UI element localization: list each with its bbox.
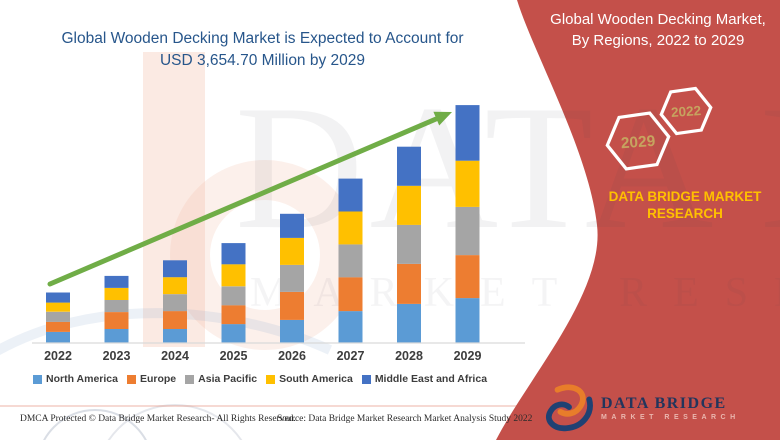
- legend-item-south-america: South America: [266, 373, 353, 385]
- legend-swatch: [126, 374, 136, 384]
- bar-segment-2022-asia-pacific: [46, 311, 70, 322]
- legend-label: South America: [279, 373, 353, 385]
- footer-divider-line: [0, 405, 532, 407]
- watermark-circle-large: [107, 404, 243, 440]
- bar-segment-2023-asia-pacific: [104, 300, 129, 312]
- legend-label: Europe: [139, 373, 177, 385]
- legend-swatch: [185, 374, 195, 384]
- legend-item-north-america: North America: [33, 373, 118, 385]
- footer-copyright: DMCA Protected © Data Bridge Market Rese…: [20, 414, 296, 424]
- bar-segment-2026-asia-pacific: [280, 264, 304, 292]
- x-axis-label-2026: 2026: [278, 349, 306, 363]
- hexagon-2022: [659, 86, 713, 136]
- x-axis-label-2025: 2025: [219, 349, 248, 363]
- legend-label: Asia Pacific: [198, 373, 258, 385]
- bar-segment-2023-middle-east-and-africa: [104, 275, 129, 288]
- chart-legend: North America Europe Asia Pacific South Ame…: [33, 373, 533, 385]
- chart-title: Global Wooden Decking Market is Expected…: [0, 28, 525, 72]
- bar-segment-2028-asia-pacific: [397, 224, 421, 264]
- bar-segment-2024-south-america: [163, 277, 187, 295]
- banner-heading: Global Wooden Decking Market, By Regions…: [538, 9, 778, 51]
- brand-wordmark: DATA BRIDGE MARKET RESEARCH: [585, 188, 780, 222]
- x-axis-label-2029: 2029: [453, 349, 482, 363]
- bar-segment-2026-north-america: [280, 319, 304, 343]
- bar-segment-2022-south-america: [46, 302, 70, 312]
- brand-wordmark-line1: DATA BRIDGE MARKET: [608, 189, 762, 204]
- bar-segment-2027-south-america: [338, 211, 363, 245]
- bar-segment-2023-south-america: [104, 288, 129, 300]
- bar-segment-2025-europe: [221, 305, 246, 325]
- logo-swoosh: [545, 396, 593, 432]
- legend-item-middle-east-and-africa: Middle East and Africa: [361, 373, 488, 385]
- x-axis-label-2023: 2023: [102, 349, 131, 363]
- bar-segment-2029-north-america: [455, 298, 480, 343]
- bar-segment-2022-middle-east-and-africa: [46, 292, 70, 303]
- bar-segment-2028-middle-east-and-africa: [397, 146, 421, 186]
- bar-segment-2029-middle-east-and-africa: [455, 105, 480, 161]
- bar-segment-2026-europe: [280, 291, 304, 320]
- trend-arrow-head: [433, 111, 452, 126]
- watermark-circle-small: [43, 409, 147, 440]
- bar-segment-2022-north-america: [46, 331, 70, 343]
- x-axis-label-2027: 2027: [336, 349, 365, 363]
- chart-title-line1: Global Wooden Decking Market is Expected…: [61, 30, 464, 47]
- bar-segment-2024-north-america: [163, 329, 187, 343]
- bar-segment-2027-north-america: [338, 311, 363, 343]
- bar-segment-2026-middle-east-and-africa: [280, 213, 304, 238]
- bar-segment-2027-europe: [338, 277, 363, 312]
- x-axis-label-2024: 2024: [161, 349, 189, 363]
- legend-item-asia-pacific: Asia Pacific: [185, 373, 257, 385]
- brand-wordmark-line2: RESEARCH: [647, 206, 723, 221]
- trend-arrow-line: [47, 116, 439, 287]
- bar-segment-2028-north-america: [397, 303, 421, 343]
- bar-segment-2024-middle-east-and-africa: [163, 260, 187, 278]
- banner-heading-line1: Global Wooden Decking Market,: [550, 11, 766, 28]
- bar-segment-2027-asia-pacific: [338, 244, 363, 278]
- bar-segment-2022-europe: [46, 321, 70, 332]
- footer-source: Source: Data Bridge Market Research Mark…: [277, 414, 533, 424]
- databridge-logo-icon: [545, 384, 593, 432]
- bar-segment-2027-middle-east-and-africa: [338, 178, 363, 212]
- legend-label: Middle East and Africa: [374, 373, 488, 385]
- legend-swatch: [266, 374, 276, 384]
- logo-subtext: MARKET RESEARCH: [601, 414, 740, 421]
- legend-label: North America: [46, 373, 118, 385]
- bar-segment-2029-asia-pacific: [455, 206, 480, 256]
- hexagon-2022-label: 2022: [671, 103, 702, 120]
- bar-segment-2023-north-america: [104, 329, 129, 343]
- hexagon-2029: [605, 111, 671, 171]
- logo-name: DATA BRIDGE: [601, 395, 727, 412]
- logo-b-bowl: [554, 384, 586, 417]
- databridge-logo: DATA BRIDGE MARKET RESEARCH: [545, 383, 740, 435]
- x-axis-label-2028: 2028: [395, 349, 423, 363]
- bar-segment-2026-south-america: [280, 237, 304, 265]
- bar-segment-2025-asia-pacific: [221, 286, 246, 306]
- bar-segment-2024-europe: [163, 311, 187, 329]
- chart-title-line2: USD 3,654.70 Million by 2029: [159, 52, 366, 69]
- x-axis-label-2022: 2022: [44, 349, 72, 363]
- bar-segment-2025-north-america: [221, 324, 246, 343]
- banner-heading-line2: By Regions, 2022 to 2029: [571, 32, 745, 49]
- hexagon-2029-label: 2029: [620, 133, 656, 152]
- bar-segment-2025-middle-east-and-africa: [221, 243, 246, 265]
- bar-segment-2028-europe: [397, 263, 421, 304]
- bar-segment-2028-south-america: [397, 185, 421, 225]
- bar-segment-2025-south-america: [221, 264, 246, 287]
- legend-swatch: [361, 374, 371, 384]
- legend-item-europe: Europe: [126, 373, 177, 385]
- databridge-logo-text: DATA BRIDGE MARKET RESEARCH: [601, 395, 740, 423]
- x-axis-labels: 2022 2023 2024 2025 2026 2027 2028 2029: [0, 349, 540, 367]
- bars-group: [46, 105, 480, 343]
- watermark-text-marketresearch: MARKET RESEARCH: [250, 270, 780, 316]
- bar-segment-2029-south-america: [455, 160, 480, 207]
- legend-swatch: [33, 374, 42, 384]
- bar-segment-2023-europe: [104, 312, 129, 329]
- bar-segment-2029-europe: [455, 255, 480, 299]
- bar-segment-2024-asia-pacific: [163, 294, 187, 312]
